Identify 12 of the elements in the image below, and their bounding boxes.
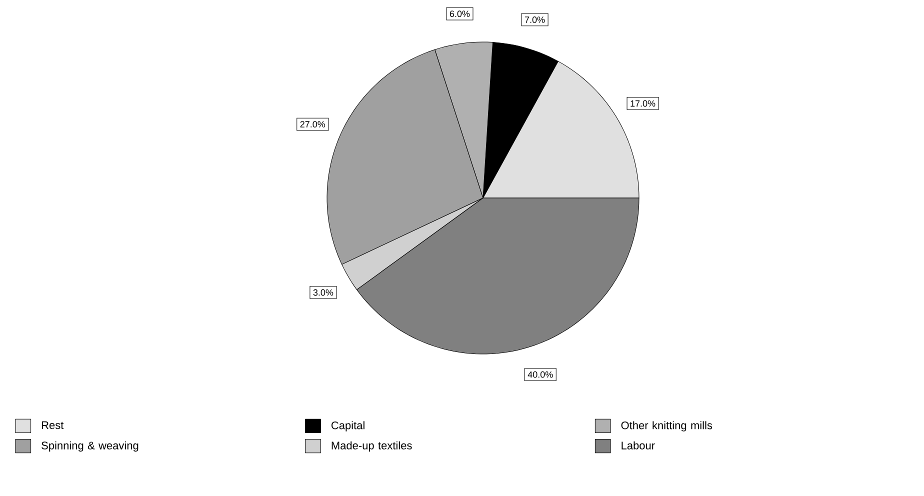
legend-label: Spinning & weaving — [42, 441, 138, 452]
legend-label: Rest — [42, 421, 64, 430]
legend-label: Capital — [331, 421, 364, 432]
data-label: 17.0% — [630, 100, 656, 107]
legend-label: Other knitting mills — [621, 421, 712, 432]
legend-label: Labour — [622, 441, 655, 450]
data-label: 40.0% — [528, 371, 553, 378]
data-label: 7.0% — [524, 16, 545, 23]
legend-label: Made-up textiles — [332, 441, 412, 452]
data-label: 6.0% — [450, 10, 470, 18]
data-label: 3.0% — [313, 289, 334, 296]
data-label: 27.0% — [300, 121, 326, 128]
